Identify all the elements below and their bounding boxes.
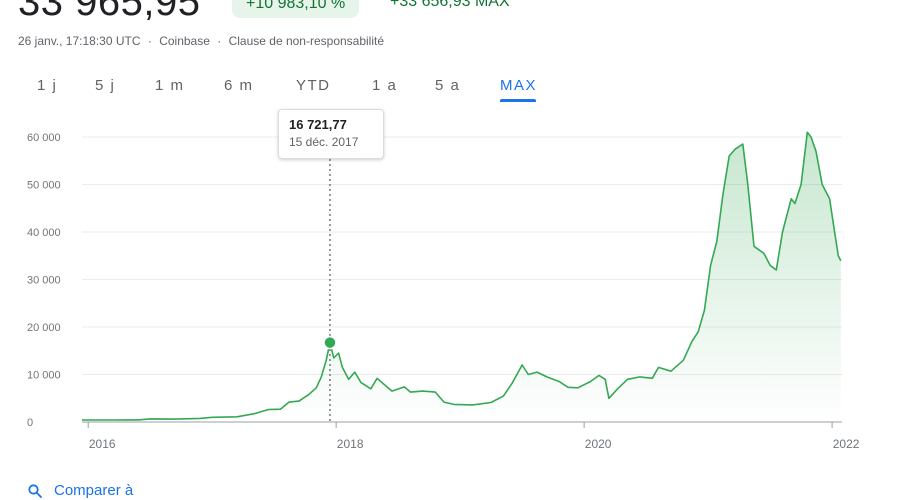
y-tick-label: 10 000 bbox=[27, 370, 61, 382]
price-area bbox=[82, 132, 841, 423]
separator: · bbox=[147, 34, 152, 48]
compare-button[interactable]: Comparer à bbox=[28, 482, 133, 499]
price-line bbox=[82, 131, 842, 421]
quote-meta: 26 janv., 17:18:30 UTC · Coinbase · Clau… bbox=[18, 34, 384, 48]
tab-5-days[interactable]: 5 j bbox=[95, 77, 116, 94]
change-value: +33 656,93 MAX bbox=[390, 0, 510, 10]
hover-point bbox=[323, 335, 337, 350]
data-source: Coinbase bbox=[159, 34, 210, 48]
y-tick-label: 60 000 bbox=[27, 132, 61, 144]
x-tick-label: 2018 bbox=[337, 437, 364, 451]
change-percent-badge: +10 983,10 % bbox=[232, 0, 360, 18]
x-tick-label: 2022 bbox=[833, 437, 860, 451]
y-tick-label: 30 000 bbox=[27, 275, 61, 287]
chart-tooltip: 16 721,77 15 déc. 2017 bbox=[278, 109, 384, 159]
tab-max[interactable]: MAX bbox=[500, 74, 537, 102]
tab-1-month[interactable]: 1 m bbox=[155, 77, 185, 94]
y-tick-label: 20 000 bbox=[27, 322, 61, 334]
y-tick-label: 40 000 bbox=[27, 227, 61, 239]
x-tick-label: 2020 bbox=[585, 437, 612, 451]
tab-ytd[interactable]: YTD bbox=[296, 77, 331, 94]
tab-6-months[interactable]: 6 m bbox=[224, 77, 254, 94]
disclaimer-link[interactable]: Clause de non-responsabilité bbox=[228, 34, 385, 48]
search-icon bbox=[28, 483, 42, 498]
x-tick-label: 2016 bbox=[89, 437, 116, 451]
y-tick-label: 0 bbox=[27, 417, 33, 429]
separator: · bbox=[217, 34, 222, 48]
tab-5-years[interactable]: 5 a bbox=[435, 77, 461, 94]
tooltip-date: 15 déc. 2017 bbox=[289, 135, 359, 149]
price-chart[interactable]: 0 10 000 20 000 30 000 40 000 50 000 60 000 201… bbox=[0, 105, 900, 465]
timestamp: 26 janv., 17:18:30 UTC bbox=[18, 34, 141, 48]
tab-1-day[interactable]: 1 j bbox=[37, 77, 58, 94]
tooltip-value: 16 721,77 bbox=[289, 117, 347, 132]
current-price: 33 965,95 bbox=[18, 0, 201, 24]
tab-1-year[interactable]: 1 a bbox=[372, 77, 398, 94]
y-tick-label: 50 000 bbox=[27, 180, 61, 192]
compare-label: Comparer à bbox=[54, 482, 134, 499]
